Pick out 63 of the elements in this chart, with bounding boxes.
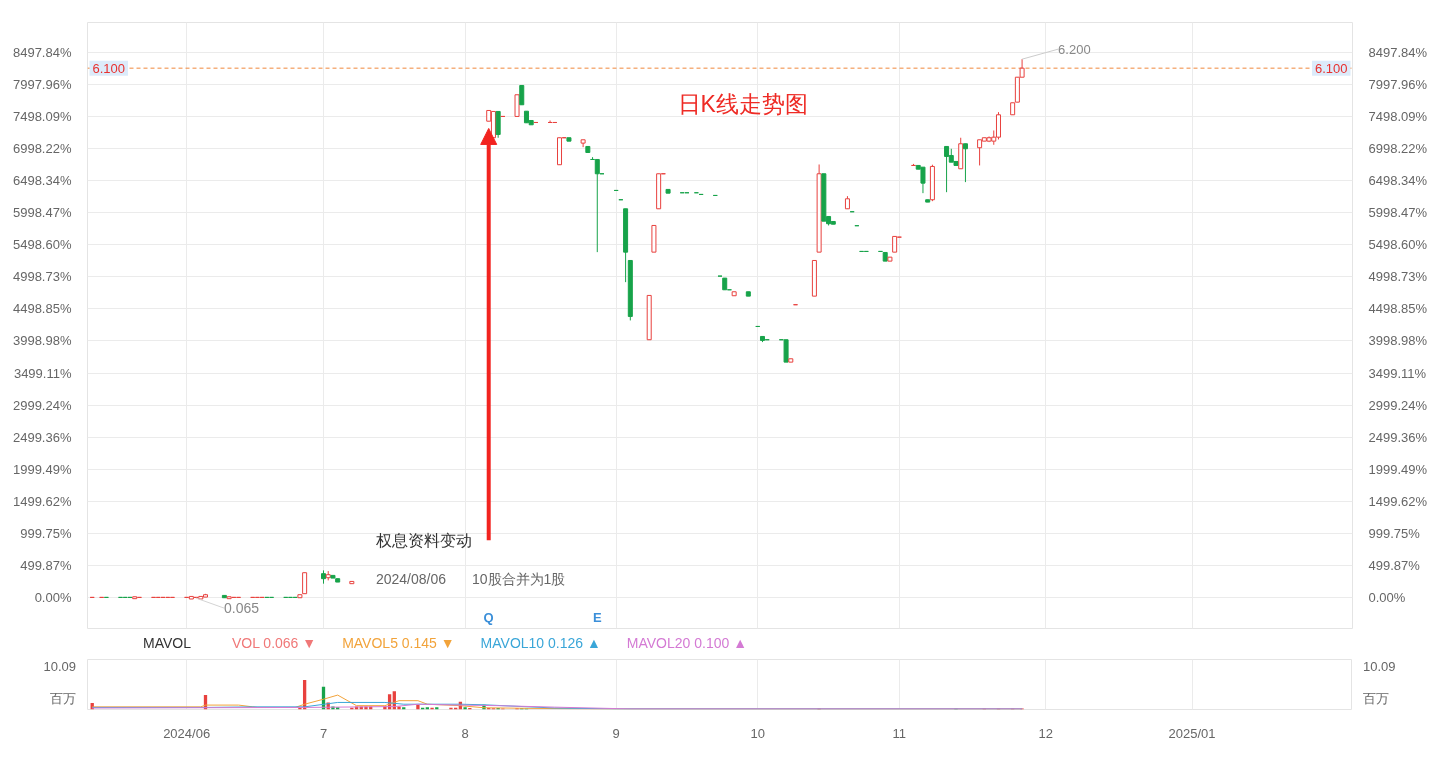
y2-tick-label: 0.00% — [34, 589, 72, 605]
annotation: 6.200 — [1058, 41, 1091, 57]
y2-tick-label: 8497.84% — [12, 44, 72, 60]
annotation: 权息资料变动 — [374, 532, 472, 550]
y-tick-label: 2999.24% — [1368, 397, 1428, 413]
y-tick-label: 6498.34% — [1368, 173, 1428, 189]
x-tick-label: 10 — [750, 725, 765, 741]
text: 日K线走势图 — [677, 91, 808, 118]
annotation: 2024/08/06 — [375, 571, 447, 588]
x-tick-label: 11 — [892, 725, 907, 741]
text: MAVOL20 0.100 ▲ — [626, 635, 748, 651]
text: 10.09 — [43, 658, 76, 676]
y-tick-label: 7498.09% — [1368, 109, 1428, 125]
text: MAVOL10 0.126 ▲ — [480, 635, 601, 651]
y-tick-label: 499.87% — [1368, 557, 1421, 573]
y-tick-label: 8497.84% — [1368, 44, 1428, 60]
y2-tick-label: 2999.24% — [12, 397, 72, 413]
text: 百万 — [50, 690, 76, 708]
text: MAVOL5 0.145 ▼ — [342, 635, 455, 651]
y2-tick-label: 4498.85% — [12, 301, 72, 317]
text: VOL 0.066 ▼ — [231, 635, 317, 651]
y-tick-label: 6998.22% — [1368, 141, 1428, 157]
y-tick-label: 999.75% — [1368, 525, 1421, 541]
y2-tick-label: 1499.62% — [12, 493, 72, 509]
legend-title: MAVOL — [143, 635, 191, 651]
y-tick-label: 3499.11% — [1368, 365, 1427, 381]
x-tick-label: 2024/06 — [163, 725, 211, 741]
y2-tick-label: 1999.49% — [12, 461, 72, 477]
y2-tick-label: 3998.98% — [12, 333, 72, 349]
x-tick-label: 12 — [1038, 725, 1053, 741]
y2-tick-label: 2499.36% — [12, 429, 72, 445]
y-tick-label: 3998.98% — [1368, 333, 1428, 349]
annotation: E — [592, 610, 602, 626]
y2-tick-label: 3499.11% — [13, 365, 72, 381]
y-tick-label: 5498.60% — [1368, 237, 1428, 253]
x-tick-label: 8 — [461, 725, 469, 741]
y-tick-label: 2499.36% — [1368, 429, 1428, 445]
annotation: 0.065 — [224, 600, 260, 617]
x-tick-label: 7 — [319, 725, 328, 741]
y-tick-label: 0.00% — [1368, 589, 1406, 605]
y-tick-label: 1499.62% — [1368, 493, 1428, 509]
annotation: 10股合并为1股 — [471, 571, 566, 588]
y2-tick-label: 6998.22% — [12, 141, 72, 157]
text: 10.09 — [1363, 658, 1396, 676]
y-tick-label: 7997.96% — [1368, 77, 1428, 93]
y-tick-label: 1999.49% — [1368, 461, 1428, 477]
annotation: 6.100 — [1314, 60, 1348, 76]
x-tick-label: 9 — [612, 725, 620, 741]
y-tick-label: 4998.73% — [1368, 269, 1428, 285]
y2-tick-label: 7498.09% — [12, 109, 72, 125]
y-tick-label: 5998.47% — [1368, 205, 1428, 221]
x-tick-label: 2025/01 — [1168, 725, 1216, 741]
y2-tick-label: 4998.73% — [12, 269, 72, 285]
y2-tick-label: 7997.96% — [12, 77, 72, 93]
y-tick-label: 4498.85% — [1368, 301, 1428, 317]
y2-tick-label: 999.75% — [20, 525, 72, 541]
y2-tick-label: 499.87% — [20, 557, 72, 573]
text: 百万 — [1363, 690, 1389, 708]
y2-tick-label: 5498.60% — [12, 237, 72, 253]
y2-tick-label: 5998.47% — [12, 205, 72, 221]
annotation: 6.100 — [92, 60, 126, 76]
y2-tick-label: 6498.34% — [12, 173, 72, 189]
annotation: Q — [483, 610, 494, 626]
